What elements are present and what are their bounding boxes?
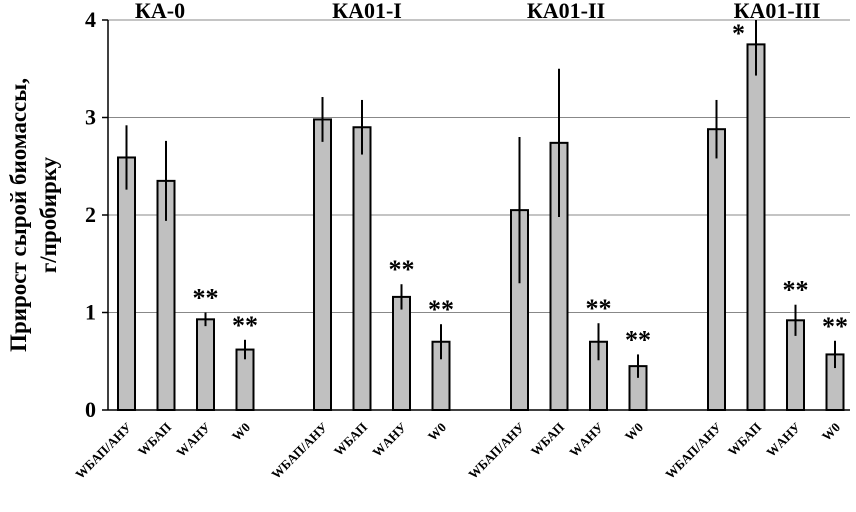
bar xyxy=(392,295,411,411)
y-tick-label: 0 xyxy=(85,397,96,422)
y-tick-label: 3 xyxy=(85,105,96,130)
category-label: WБАП/АНУ xyxy=(465,419,528,482)
category-label: WБАП xyxy=(331,420,370,459)
significance-label: ** xyxy=(193,284,219,313)
significance-label: ** xyxy=(389,255,415,284)
bar xyxy=(117,156,136,411)
category-label: WАНУ xyxy=(566,419,607,460)
category-label: WБАП/АНУ xyxy=(662,419,725,482)
category-label: W0 xyxy=(229,420,253,444)
group-title: КА-0 xyxy=(135,0,185,23)
y-tick-label: 4 xyxy=(85,7,96,32)
group-title: КА01-II xyxy=(527,0,605,23)
y-axis-label-line: Прирост сырой биомассы, xyxy=(6,78,31,352)
significance-label: ** xyxy=(625,325,651,354)
gridlines xyxy=(108,19,850,313)
significance-label: ** xyxy=(232,311,258,340)
category-label: WБАП/АНУ xyxy=(72,419,135,482)
y-tick-label: 2 xyxy=(85,202,96,227)
bar xyxy=(707,128,726,411)
category-label: W0 xyxy=(819,420,843,444)
y-axis-label: Прирост сырой биомассы, г/пробирку xyxy=(6,78,61,352)
category-label: WАНУ xyxy=(369,419,410,460)
category-label: WАНУ xyxy=(763,419,804,460)
category-label: WБАП/АНУ xyxy=(268,419,331,482)
bar xyxy=(313,118,332,411)
significance-label: ** xyxy=(783,276,809,305)
significance-label: ** xyxy=(822,312,848,341)
bar xyxy=(196,318,215,412)
category-label: WБАП xyxy=(135,420,174,459)
bar xyxy=(746,43,766,411)
axes xyxy=(102,19,850,411)
category-label: WБАП xyxy=(528,420,567,459)
y-tick-label: 1 xyxy=(85,300,96,325)
category-label: W0 xyxy=(425,420,449,444)
y-axis-label-line: г/пробирку xyxy=(36,156,61,273)
category-label: WБАП xyxy=(725,420,764,459)
group-title: КА01-I xyxy=(332,0,402,23)
significance-label: * xyxy=(732,19,745,48)
group-title: КА01-III xyxy=(734,0,821,23)
bar xyxy=(352,126,372,411)
category-label: WАНУ xyxy=(173,419,214,460)
category-label: W0 xyxy=(622,420,646,444)
significance-label: ** xyxy=(428,295,454,324)
significance-label: ** xyxy=(586,294,612,323)
